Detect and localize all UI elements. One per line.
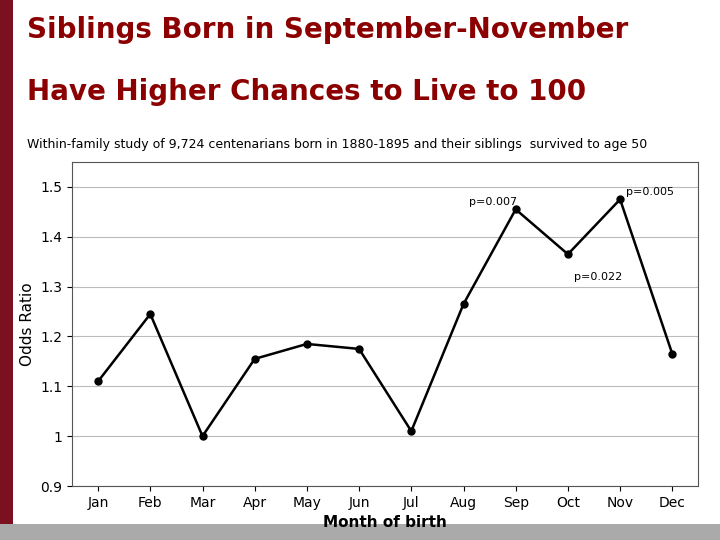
X-axis label: Month of birth: Month of birth (323, 515, 447, 530)
Text: Within-family study of 9,724 centenarians born in 1880-1895 and their siblings  : Within-family study of 9,724 centenarian… (27, 138, 647, 151)
Text: p=0.022: p=0.022 (574, 272, 622, 282)
Text: Have Higher Chances to Live to 100: Have Higher Chances to Live to 100 (27, 78, 587, 106)
Y-axis label: Odds Ratio: Odds Ratio (19, 282, 35, 366)
Text: Siblings Born in September-November: Siblings Born in September-November (27, 16, 629, 44)
Text: p=0.005: p=0.005 (626, 187, 675, 197)
Text: p=0.007: p=0.007 (469, 197, 517, 207)
